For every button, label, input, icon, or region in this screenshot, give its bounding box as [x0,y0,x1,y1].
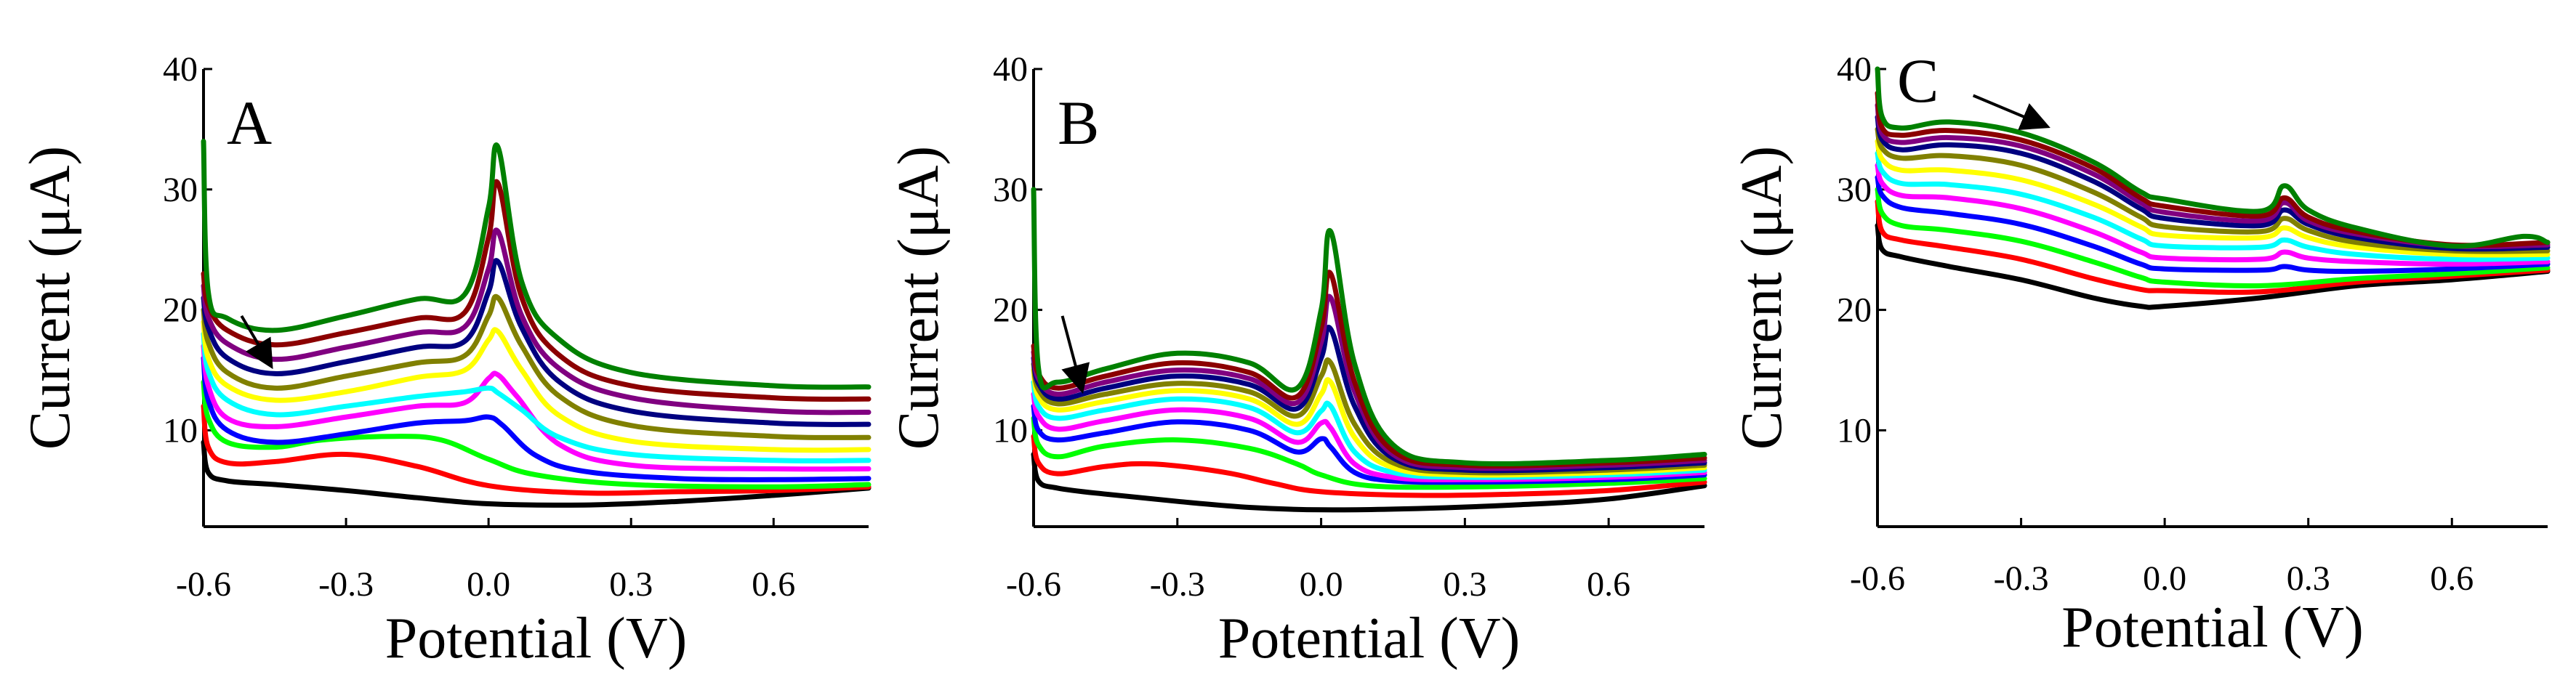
series-line-navy [1031,325,1707,474]
chart-panel-a: -0.6 -0.3 0.0 0.3 0.6 10 20 30 40 Potential (V) Cu… [18,50,872,670]
x-tick-label: 0.0 [1300,565,1343,604]
x-tick-label: -0.6 [1006,565,1061,604]
series-line-yellow [201,319,872,453]
y-tick-label: 40 [163,50,198,89]
x-axis-title: Potential (V) [385,607,687,670]
series-line-blue [201,355,872,482]
series-line-darkgreen [1031,187,1707,467]
y-tick-label: 40 [1837,50,1872,89]
series-line-darkred [1875,90,2551,248]
panel-label: B [1058,88,1099,158]
x-axis-title: Potential (V) [1218,607,1520,670]
series-line-darkgreen [1875,66,2551,249]
x-tick-label: -0.3 [1994,559,2049,598]
trend-arrow-icon [240,315,273,370]
y-tick-label: 30 [993,171,1028,209]
series-line-black [1875,223,2551,310]
x-tick-label: 0.6 [752,565,795,604]
series-line-green [201,379,872,490]
x-axis-title: Potential (V) [2061,596,2363,660]
series-line-olive [201,293,872,440]
y-tick-label: 10 [163,411,198,450]
series-line-yellow [1875,139,2551,258]
x-tick-label: -0.6 [1850,559,1905,598]
series-line-red [201,403,872,496]
series-line-red [1031,434,1707,498]
series-line-magenta [1875,163,2551,267]
y-tick-label: 30 [163,171,198,209]
series-line-cyan [1875,150,2551,262]
panel-label: A [227,88,272,158]
x-tick-label: 0.0 [467,565,510,604]
series-line-green [1875,187,2551,289]
y-tick-label: 10 [1837,411,1872,450]
y-tick-label: 40 [993,50,1028,89]
chart-panel-c: -0.6 -0.3 0.0 0.3 0.6 10 20 30 40 Potential (V) Cu… [1730,46,2551,660]
y-tick-label: 20 [1837,291,1872,330]
series-line-navy [201,258,872,427]
trend-arrow-icon [1972,94,2050,130]
y-axis-title: Current (μA) [1730,146,1794,450]
x-tick-label: 0.3 [609,565,653,604]
x-tick-label: 0.6 [2430,559,2474,598]
series-line-blue [1875,174,2551,275]
x-tick-label: -0.3 [1150,565,1205,604]
x-tick-label: -0.3 [318,565,374,604]
panel-label: C [1897,46,1939,115]
x-tick-label: 0.3 [1443,565,1486,604]
series-line-darkgreen [201,139,872,390]
x-tick-label: 0.6 [1587,565,1630,604]
series-line-olive [1875,126,2551,254]
series-line-cyan [201,331,872,463]
series-line-magenta [201,343,872,472]
x-tick-label: 0.3 [2287,559,2330,598]
y-tick-label: 10 [993,411,1028,450]
y-axis-title: Current (μA) [887,146,951,450]
x-tick-label: -0.6 [176,565,231,604]
y-tick-label: 30 [1837,171,1872,209]
series-line-navy [1875,114,2551,252]
y-axis-title: Current (μA) [18,146,82,450]
chart-panel-b: -0.6 -0.3 0.0 0.3 0.6 10 20 30 40 Potential (V) Cu… [887,50,1707,670]
series-line-black [201,439,872,508]
trend-arrow-icon [1060,315,1090,394]
series-line-black [1031,452,1707,513]
y-tick-label: 20 [163,291,198,330]
series-line-green [1031,416,1707,490]
y-tick-label: 20 [993,291,1028,330]
x-tick-label: 0.0 [2143,559,2186,598]
series-line-red [1875,198,2551,295]
